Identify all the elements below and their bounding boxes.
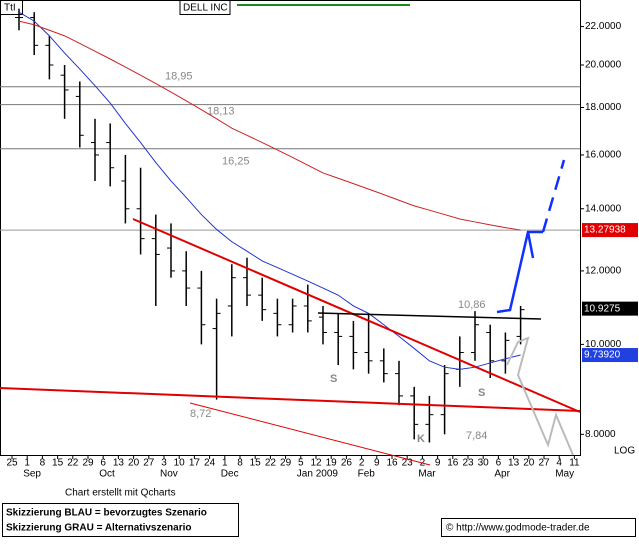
annotation: 7,84 <box>466 430 487 442</box>
moving-average <box>18 11 521 370</box>
price-tag-label: 10.9275 <box>584 303 621 314</box>
annotation: S <box>478 387 485 399</box>
legend-box <box>2 503 239 537</box>
month-label: Nov <box>160 469 178 480</box>
x-tick-label: 17 <box>189 458 201 469</box>
annotation: S <box>330 373 337 385</box>
month-label: Apr <box>494 469 510 480</box>
title-box <box>179 0 231 15</box>
level-label: 18,13 <box>207 105 235 117</box>
price-tag <box>582 301 638 316</box>
y-tick-label: 8.0000 <box>585 429 616 440</box>
annotation: K <box>417 433 425 445</box>
source-box <box>441 518 636 537</box>
x-tick-label: 29 <box>280 458 292 469</box>
x-tick-label: 10 <box>174 458 186 469</box>
month-label: Feb <box>358 469 376 480</box>
x-tick-label: 2 <box>359 458 365 469</box>
blue-scenario <box>526 231 535 259</box>
x-tick-label: 30 <box>478 458 490 469</box>
channel-line <box>189 402 431 466</box>
symbol-box <box>0 0 23 15</box>
x-tick-label: 8 <box>237 458 243 469</box>
annotation: 10,86 <box>458 299 486 311</box>
month-label: Jan 2009 <box>297 469 339 480</box>
chart-title: DELL INC <box>183 3 228 14</box>
x-tick-label: 12 <box>310 458 322 469</box>
symbol: TtI <box>4 3 16 14</box>
x-tick-label: 15 <box>52 458 64 469</box>
x-tick-label: 5 <box>298 458 304 469</box>
month-label: May <box>555 469 574 480</box>
log-label: LOG <box>614 446 635 457</box>
y-tick-label: 20.0000 <box>585 60 622 71</box>
x-tick-label: 23 <box>462 458 474 469</box>
y-tick-label: 18.0000 <box>585 102 622 113</box>
month-label: Sep <box>23 469 41 480</box>
x-tick-label: 19 <box>326 458 338 469</box>
month-label: Dec <box>221 469 239 480</box>
source: © http://www.godmode-trader.de <box>446 523 590 534</box>
x-tick-label: 16 <box>447 458 459 469</box>
y-tick-label: 10.0000 <box>585 339 622 350</box>
x-tick-label: 15 <box>250 458 262 469</box>
x-tick-label: 13 <box>113 458 125 469</box>
x-tick-label: 20 <box>523 458 535 469</box>
x-tick-label: 13 <box>508 458 520 469</box>
credit: Chart erstellt mit Qcharts <box>65 488 176 499</box>
x-tick-label: 9 <box>374 458 380 469</box>
blue-scenario <box>496 230 543 314</box>
price-tag <box>582 223 638 238</box>
blue-scenario <box>541 159 566 233</box>
x-tick-label: 1 <box>222 458 228 469</box>
alt-scenario <box>506 336 574 456</box>
x-tick-label: 6 <box>100 458 106 469</box>
legend-grey: Skizzierung GRAU = Alternativszenario <box>6 523 192 534</box>
month-label: Mar <box>418 469 436 480</box>
x-tick-label: 29 <box>82 458 94 469</box>
x-tick-label: 20 <box>128 458 140 469</box>
price-tag-label: 9.73920 <box>584 350 621 361</box>
price-tag-label: 13.27938 <box>584 225 626 236</box>
x-tick-label: 16 <box>386 458 398 469</box>
legend-blue: Skizzierung BLAU = bevorzugtes Szenario <box>6 508 207 519</box>
y-tick-label: 16.0000 <box>585 150 622 161</box>
sketches <box>0 159 581 466</box>
trend-line <box>132 218 581 413</box>
level-label: 16,25 <box>222 156 250 168</box>
x-tick-label: 1 <box>24 458 30 469</box>
x-tick-label: 27 <box>143 458 155 469</box>
resistance-line <box>317 312 542 320</box>
y-tick-label: 22.0000 <box>585 21 622 32</box>
annotation: 8,72 <box>190 408 211 420</box>
level-label: 18,95 <box>165 71 193 83</box>
x-tick-label: 22 <box>265 458 277 469</box>
x-tick-label: 23 <box>402 458 414 469</box>
x-tick-label: 25 <box>6 458 18 469</box>
x-tick-label: 11 <box>569 458 580 469</box>
price-tag <box>582 348 638 363</box>
moving-average <box>18 20 521 231</box>
x-tick-label: 4 <box>556 458 562 469</box>
x-tick-label: 6 <box>496 458 502 469</box>
y-tick-label: 12.0000 <box>585 266 622 277</box>
month-label: Oct <box>99 469 115 480</box>
x-tick-label: 8 <box>40 458 46 469</box>
plot-frame <box>0 0 581 456</box>
x-tick-label: 26 <box>341 458 353 469</box>
support-line <box>0 387 581 412</box>
x-tick-label: 3 <box>161 458 167 469</box>
x-tick-label: 24 <box>204 458 216 469</box>
x-tick-label: 22 <box>67 458 79 469</box>
x-tick-label: 9 <box>435 458 441 469</box>
y-tick-label: 14.0000 <box>585 203 622 214</box>
x-tick-label: 27 <box>538 458 550 469</box>
